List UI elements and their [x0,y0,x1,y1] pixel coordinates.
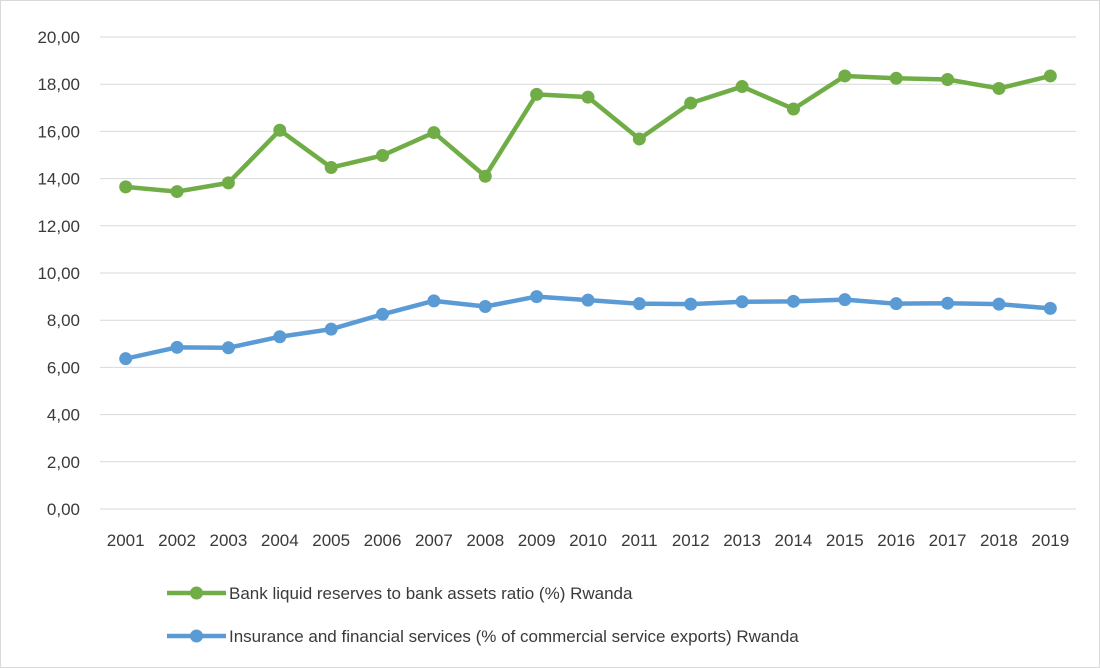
data-point [838,69,852,83]
y-axis-ticks: 0,00 2,00 4,00 6,00 8,00 10,00 12,00 14,00 16,00… [37,28,80,519]
data-point [632,132,646,146]
x-tick-label: 2003 [210,531,248,550]
data-point [324,322,338,336]
x-tick-label: 2014 [775,531,813,550]
data-point [735,80,749,94]
data-point [530,87,544,101]
data-point [786,102,800,116]
data-point [221,176,235,190]
series-2 [119,290,1057,366]
y-tick-label: 16,00 [37,122,80,141]
x-tick-label: 2012 [672,531,710,550]
x-tick-label: 2016 [877,531,915,550]
data-point [273,123,287,137]
data-point [119,352,133,366]
x-tick-label: 2007 [415,531,453,550]
data-point [530,290,544,304]
legend-swatch-marker [190,629,203,643]
x-tick-label: 2019 [1031,531,1069,550]
legend-label: Bank liquid reserves to bank assets rati… [229,584,633,603]
data-point [581,293,595,307]
data-point [684,297,698,311]
y-tick-label: 14,00 [37,170,80,189]
data-point [632,297,646,311]
data-point [992,81,1006,95]
data-point [376,307,390,321]
y-tick-label: 20,00 [37,28,80,47]
x-axis-ticks: 2001 2002 2003 2004 2005 2006 2007 2008 2009 2010… [107,531,1069,550]
data-point [1043,69,1057,83]
x-tick-label: 2013 [723,531,761,550]
data-point [273,330,287,344]
gridlines [100,36,1076,510]
x-tick-label: 2010 [569,531,607,550]
data-point [119,180,133,194]
x-tick-label: 2006 [364,531,402,550]
data-point [684,96,698,110]
data-point [1043,301,1057,315]
y-tick-label: 12,00 [37,217,80,236]
data-point [992,297,1006,311]
y-tick-label: 6,00 [47,358,80,377]
data-point [221,341,235,355]
x-tick-label: 2005 [312,531,350,550]
x-tick-label: 2009 [518,531,556,550]
data-point [427,294,441,308]
x-tick-label: 2002 [158,531,196,550]
data-point [838,293,852,307]
legend-swatch-marker [190,586,203,600]
x-tick-label: 2004 [261,531,299,550]
data-point [889,71,903,85]
x-tick-label: 2015 [826,531,864,550]
x-tick-label: 2018 [980,531,1018,550]
series-group [119,69,1057,366]
legend: Bank liquid reserves to bank assets rati… [167,584,799,646]
data-point [581,90,595,104]
data-point [889,297,903,311]
legend-label: Insurance and financial services (% of c… [229,627,799,646]
y-tick-label: 10,00 [37,264,80,283]
x-tick-label: 2008 [466,531,504,550]
data-point [324,161,338,175]
data-point [376,148,390,162]
x-tick-label: 2001 [107,531,145,550]
x-tick-label: 2011 [621,531,658,550]
data-point [170,185,184,199]
legend-item: Bank liquid reserves to bank assets rati… [167,584,633,603]
series-1 [119,69,1057,199]
y-tick-label: 2,00 [47,453,80,472]
data-point [786,294,800,308]
data-point [478,169,492,183]
data-point [170,340,184,354]
data-point [427,126,441,140]
y-tick-label: 0,00 [47,500,80,519]
y-tick-label: 8,00 [47,311,80,330]
data-point [478,300,492,314]
y-tick-label: 18,00 [37,75,80,94]
data-point [941,296,955,310]
x-tick-label: 2017 [929,531,967,550]
legend-item: Insurance and financial services (% of c… [167,627,799,646]
y-tick-label: 4,00 [47,406,80,425]
data-point [941,72,955,86]
data-point [735,295,749,309]
